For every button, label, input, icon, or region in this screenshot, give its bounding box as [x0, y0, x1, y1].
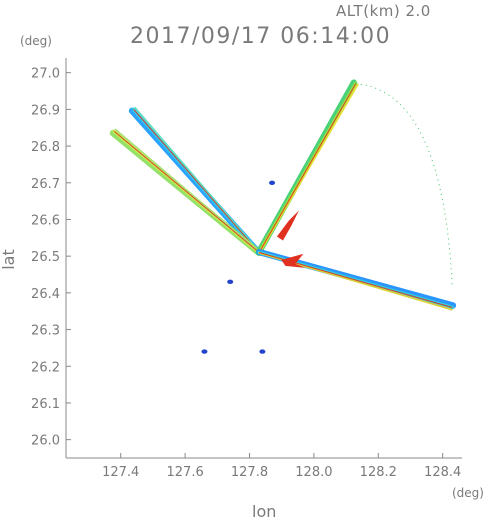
spoke-nw-upper-band [134, 107, 261, 254]
x-tick-label: 128.4 [424, 465, 461, 480]
y-tick-label: 26.2 [31, 360, 60, 375]
x-tick-label: 128.2 [360, 465, 397, 480]
plot-axes [65, 58, 462, 459]
x-tick-label: 127.4 [102, 465, 139, 480]
echo-patch [281, 253, 306, 268]
x-axis-label: lon [252, 502, 277, 521]
echo-patch [269, 180, 276, 185]
y-axis-label: lat [0, 249, 18, 270]
y-tick-label: 26.4 [31, 287, 60, 302]
spoke-ne-core [258, 83, 357, 253]
radar-echoes [109, 79, 457, 354]
echo-patch [259, 349, 266, 354]
x-tick-label: 128.0 [295, 465, 332, 480]
y-tick-label: 26.5 [31, 250, 60, 265]
spoke-nw-lower [109, 128, 263, 256]
y-tick-label: 26.6 [31, 213, 60, 228]
altitude-label: ALT(km) 2.0 [336, 2, 431, 20]
spoke-nw-lower-core [113, 131, 260, 253]
chart-title-datetime: 2017/09/17 06:14:00 [130, 24, 392, 49]
y-tick-label: 26.7 [31, 177, 60, 192]
y-tick-label: 26.1 [31, 397, 60, 412]
axis-ticks: 26.0 26.1 26.2 26.3 26.4 26.5 26.6 26.7 26.8 26.9… [31, 67, 461, 480]
spoke-ne-band [258, 83, 359, 254]
y-tick-label: 26.0 [31, 434, 60, 449]
echo-patch [276, 210, 299, 241]
x-unit-label: (deg) [452, 486, 484, 500]
y-tick-label: 27.0 [31, 67, 60, 82]
spoke-nw-upper [128, 107, 262, 256]
spoke-nw-lower-band [114, 128, 261, 254]
spoke-ne [255, 79, 359, 256]
y-tick-label: 26.9 [31, 103, 60, 118]
echo-patch [227, 279, 234, 285]
y-unit-label: (deg) [20, 34, 52, 48]
spoke-nw-upper-core [133, 109, 260, 253]
x-tick-label: 127.6 [167, 465, 204, 480]
x-tick-label: 127.8 [231, 465, 268, 480]
echo-patch [201, 349, 208, 354]
y-tick-label: 26.8 [31, 140, 60, 155]
range-arc [355, 83, 453, 288]
y-tick-label: 26.3 [31, 324, 60, 339]
